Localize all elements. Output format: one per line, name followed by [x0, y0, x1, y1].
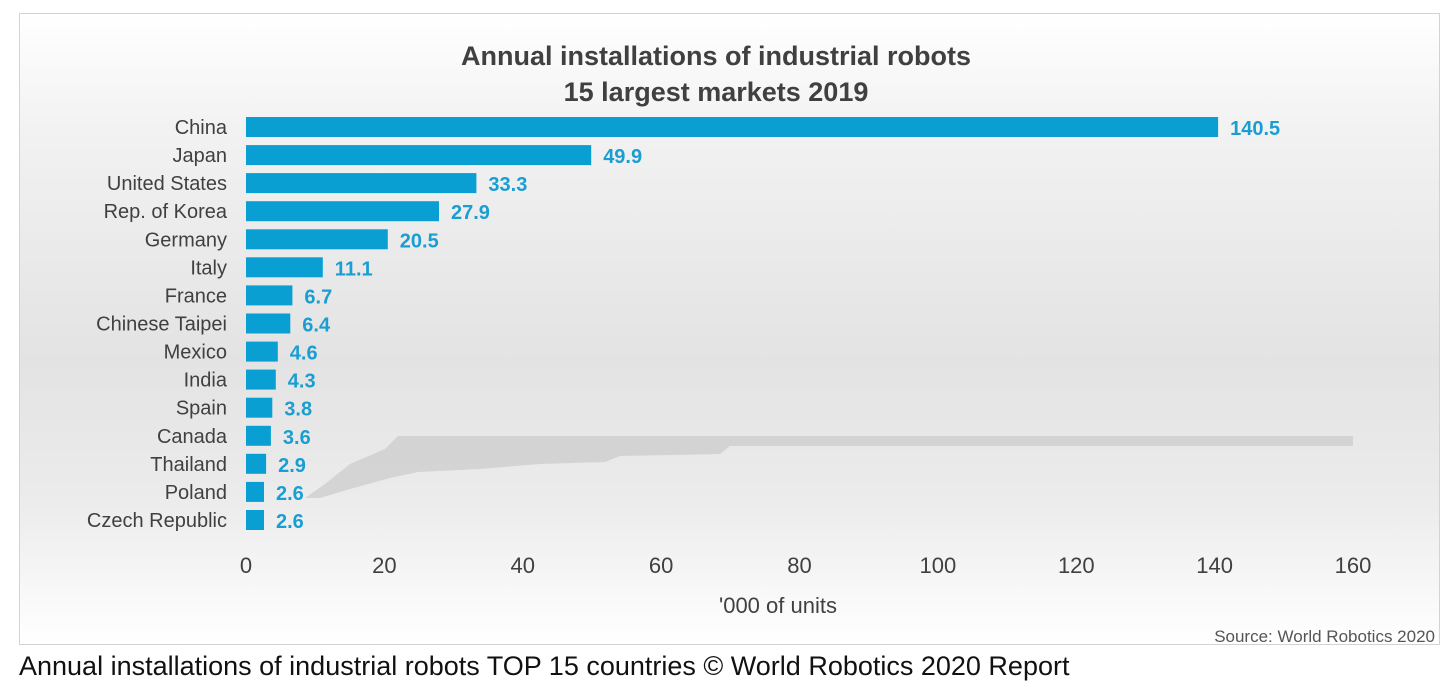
category-label: Mexico: [164, 342, 227, 364]
bar: [246, 173, 477, 194]
category-label: Spain: [176, 398, 227, 420]
value-label: 11.1: [335, 258, 373, 280]
x-tick-label: 0: [240, 553, 252, 578]
chart-frame: Annual installations of industrial robot…: [19, 13, 1440, 645]
category-label: Chinese Taipei: [96, 314, 227, 336]
value-label: 3.8: [284, 399, 312, 421]
bar-chart: Annual installations of industrial robot…: [87, 41, 1435, 645]
bar: [246, 117, 1219, 137]
value-label: 2.6: [276, 483, 304, 505]
x-tick-label: 160: [1335, 553, 1372, 578]
value-label: 140.5: [1230, 118, 1280, 140]
chart-title-line-2: 15 largest markets 2019: [564, 77, 869, 107]
x-tick-label: 140: [1196, 553, 1233, 578]
value-label: 49.9: [603, 146, 642, 168]
chart-title-line-1: Annual installations of industrial robot…: [461, 41, 971, 71]
category-label: Germany: [145, 229, 227, 251]
value-label: 33.3: [488, 174, 527, 196]
category-label: Thailand: [150, 454, 227, 476]
bar: [246, 369, 276, 390]
value-label: 6.4: [302, 315, 331, 337]
category-labels: China Japan United States Rep. of Korea Germ…: [87, 117, 228, 532]
bar: [246, 425, 271, 446]
bar: [246, 229, 388, 250]
category-label: United States: [107, 173, 227, 195]
x-tick-label: 100: [920, 553, 957, 578]
category-label: France: [165, 285, 227, 307]
category-label: Italy: [190, 257, 227, 279]
category-label: Canada: [157, 426, 228, 448]
category-label: Rep. of Korea: [104, 201, 228, 223]
figure-caption: Annual installations of industrial robot…: [19, 651, 1070, 681]
x-tick-label: 60: [649, 553, 673, 578]
bar: [246, 313, 291, 334]
source-note: Source: World Robotics 2020: [1214, 627, 1435, 645]
value-label: 27.9: [451, 202, 490, 224]
value-label: 4.3: [288, 371, 316, 393]
value-label: 6.7: [304, 286, 332, 308]
bar: [246, 257, 323, 278]
chart-title: Annual installations of industrial robot…: [461, 41, 971, 107]
value-label: 3.6: [283, 427, 311, 449]
x-axis-ticks: 0 20 40 60 80 100 120 140 160: [240, 553, 1371, 578]
value-label: 4.6: [290, 343, 318, 365]
x-tick-label: 120: [1058, 553, 1095, 578]
bars: [246, 117, 1219, 530]
category-label: Czech Republic: [87, 510, 227, 532]
bar: [246, 453, 267, 474]
background-shadow: [305, 436, 1353, 498]
value-label: 2.6: [276, 511, 304, 533]
x-tick-label: 20: [372, 553, 396, 578]
bar: [246, 481, 264, 502]
category-label: Poland: [165, 482, 227, 504]
x-tick-label: 80: [787, 553, 811, 578]
bar: [246, 201, 439, 222]
value-labels: 140.5 49.9 33.3 27.9 20.5 11.16.7 6.4 4.6 4.3 3.8…: [276, 118, 1280, 533]
category-label: China: [175, 117, 228, 139]
category-label: Japan: [173, 145, 228, 167]
bar: [246, 510, 264, 530]
bar: [246, 341, 278, 362]
bar: [246, 145, 592, 166]
x-tick-label: 40: [511, 553, 535, 578]
category-label: India: [184, 370, 228, 392]
bar: [246, 285, 293, 306]
x-axis-title: '000 of units: [719, 593, 837, 618]
value-label: 2.9: [278, 455, 306, 477]
value-label: 20.5: [400, 230, 439, 252]
bar: [246, 397, 273, 418]
